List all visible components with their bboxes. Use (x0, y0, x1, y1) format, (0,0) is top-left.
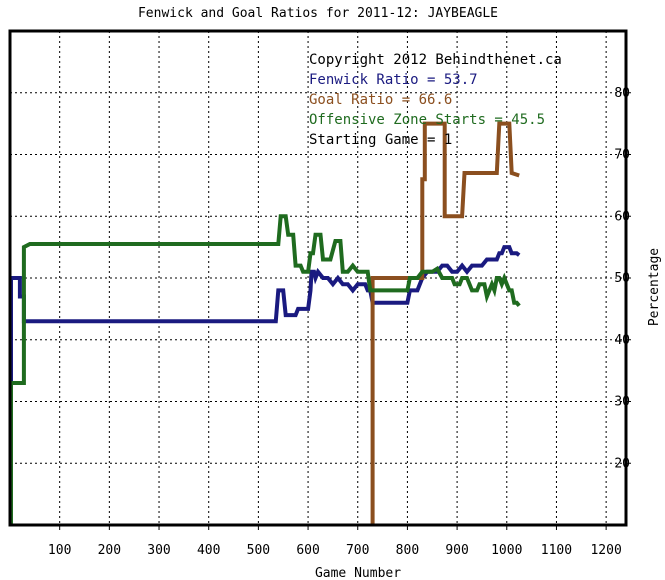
y-tick-label: 60 (614, 209, 630, 224)
annotation-line: Goal Ratio = 66.6 (309, 92, 452, 108)
annotation-line: Offensive Zone Starts = 45.5 (309, 112, 545, 128)
series-line-fenwick-ratio (9, 245, 521, 525)
x-tick-label: 900 (445, 543, 468, 558)
annotation-line: Copyright 2012 Behindthenet.ca (309, 52, 562, 68)
y-tick-label: 50 (614, 271, 630, 286)
y-tick-label: 70 (614, 148, 630, 163)
chart-title: Fenwick and Goal Ratios for 2011-12: JAY… (138, 6, 498, 21)
x-tick-label: 600 (296, 543, 319, 558)
annotation-line: Starting Game = 1 (309, 132, 452, 148)
y-tick-label: 20 (614, 456, 630, 471)
y-axis-label: Percentage (647, 248, 662, 326)
x-tick-label: 300 (147, 543, 170, 558)
x-tick-label: 500 (247, 543, 270, 558)
grid (10, 31, 626, 525)
series-line-offensive-zone-starts (9, 214, 521, 525)
x-tick-label: 400 (197, 543, 220, 558)
x-tick-label: 700 (346, 543, 369, 558)
y-tick-label: 40 (614, 333, 630, 348)
x-axis-ticks: 100 200 300 400 500 600 700 800 900 1000 1100 1200 (48, 525, 622, 558)
annotation-line: Fenwick Ratio = 53.7 (309, 72, 478, 88)
x-tick-label: 1000 (491, 543, 522, 558)
x-tick-label: 100 (48, 543, 71, 558)
y-axis-ticks: 20 30 40 50 60 70 80 (614, 86, 631, 471)
y-tick-label: 30 (614, 395, 630, 410)
x-axis-label: Game Number (315, 566, 401, 580)
annotations: Copyright 2012 Behindthenet.ca Fenwick Ra… (309, 52, 562, 148)
series-lines (9, 121, 521, 525)
x-tick-label: 200 (98, 543, 121, 558)
y-tick-label: 80 (614, 86, 630, 101)
x-tick-label: 1100 (541, 543, 572, 558)
x-tick-label: 1200 (590, 543, 621, 558)
x-tick-label: 800 (396, 543, 419, 558)
series-line-goal-ratio (370, 121, 520, 525)
